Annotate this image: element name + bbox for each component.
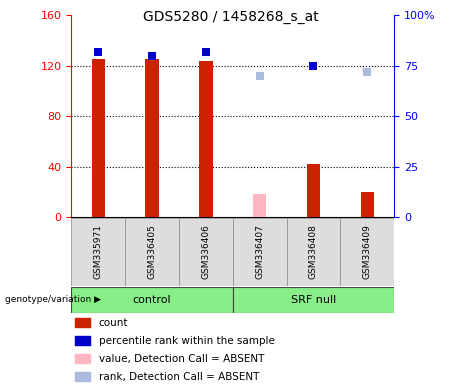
- Bar: [92, 60, 105, 217]
- Bar: [307, 164, 320, 217]
- Text: GSM336405: GSM336405: [148, 225, 157, 279]
- Point: [364, 69, 371, 75]
- Text: GSM336406: GSM336406: [201, 225, 210, 279]
- Bar: [75, 318, 91, 328]
- Text: GSM336408: GSM336408: [309, 225, 318, 279]
- Point: [95, 49, 102, 55]
- Text: SRF null: SRF null: [291, 295, 336, 305]
- Bar: [233, 218, 287, 286]
- Bar: [71, 218, 125, 286]
- Text: percentile rank within the sample: percentile rank within the sample: [99, 336, 274, 346]
- Bar: [340, 218, 394, 286]
- Bar: [361, 192, 374, 217]
- Bar: [287, 218, 340, 286]
- Point: [310, 63, 317, 69]
- Text: GSM336409: GSM336409: [363, 225, 372, 279]
- Bar: [75, 354, 91, 364]
- Text: rank, Detection Call = ABSENT: rank, Detection Call = ABSENT: [99, 372, 259, 382]
- Bar: [253, 194, 266, 217]
- Text: count: count: [99, 318, 128, 328]
- Text: GDS5280 / 1458268_s_at: GDS5280 / 1458268_s_at: [142, 10, 319, 23]
- Bar: [233, 287, 394, 313]
- Point: [256, 73, 263, 79]
- Text: genotype/variation ▶: genotype/variation ▶: [5, 295, 100, 305]
- Bar: [179, 218, 233, 286]
- Text: control: control: [133, 295, 171, 305]
- Bar: [145, 60, 159, 217]
- Bar: [71, 287, 233, 313]
- Bar: [125, 218, 179, 286]
- Point: [148, 53, 156, 59]
- Text: GSM335971: GSM335971: [94, 224, 103, 280]
- Point: [202, 49, 210, 55]
- Text: value, Detection Call = ABSENT: value, Detection Call = ABSENT: [99, 354, 264, 364]
- Bar: [75, 372, 91, 382]
- Bar: [75, 336, 91, 346]
- Text: GSM336407: GSM336407: [255, 225, 264, 279]
- Bar: [199, 61, 213, 217]
